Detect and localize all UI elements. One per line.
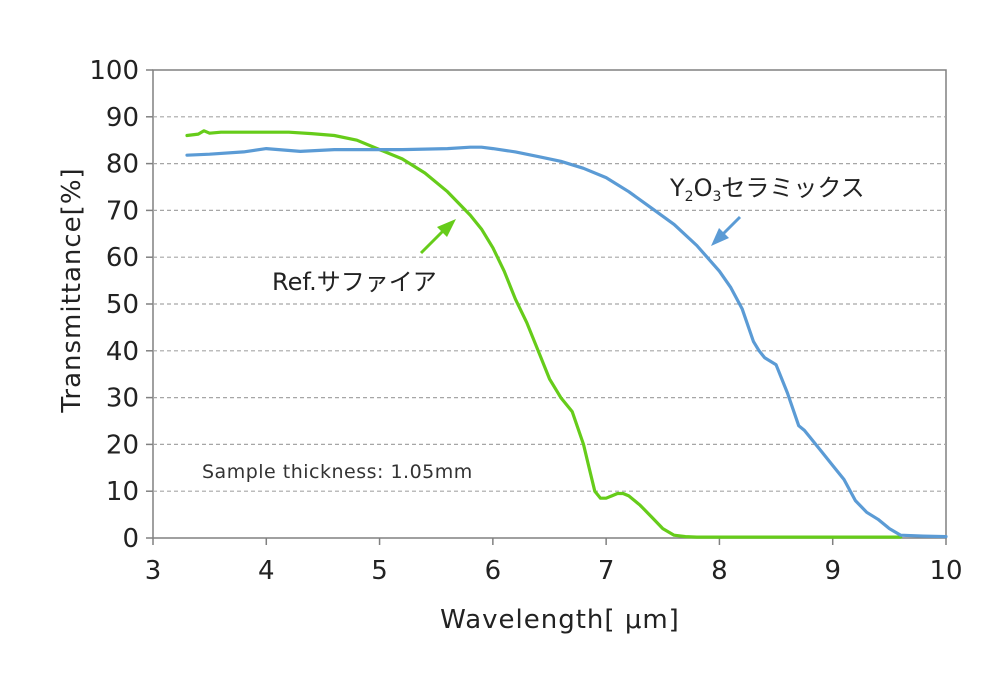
y-tick-label-90: 90 [106,103,139,133]
x-tick-label-10: 10 [929,556,962,586]
y-tick-label-70: 70 [106,196,139,226]
y2o3-label-sub1: 2 [685,189,694,205]
y-tick-label-30: 30 [106,384,139,414]
sample-thickness-note: Sample thickness: 1.05mm [202,461,473,483]
y2o3-label: Y2O3セラミックス [669,174,865,205]
y2o3-label-tail: セラミックス [721,174,864,202]
x-tick-label-3: 3 [145,556,162,586]
y-tick-label-50: 50 [106,290,139,320]
series-lines [185,129,948,539]
y-axis-title: Transmittance[%] [57,167,87,413]
y-tick-label-20: 20 [106,430,139,460]
sapphire-label: Ref.サファイア [272,268,437,296]
series-line-sapphire [185,129,903,539]
x-tick-label-9: 9 [824,556,841,586]
y-tick-label-80: 80 [106,150,139,180]
y2o3-label-o: O [694,174,713,202]
x-tick-label-4: 4 [258,556,275,586]
y-tick-label-40: 40 [106,337,139,367]
x-axis-title: Wavelength[ μm] [440,605,680,635]
x-tick-label-7: 7 [598,556,615,586]
y2o3-label-y: Y [669,174,685,202]
series-line-y2o3 [185,145,948,539]
y-tick-label-0: 0 [122,524,139,554]
x-tick-label-5: 5 [371,556,388,586]
y2o3-arrow [711,215,742,246]
x-tick-label-8: 8 [711,556,728,586]
y-tick-label-100: 100 [89,56,139,86]
y-tick-label-10: 10 [106,477,139,507]
x-tick-label-6: 6 [485,556,502,586]
y-tick-label-60: 60 [106,243,139,273]
sapphire-arrow [419,219,456,255]
y2o3-label-sub2: 3 [712,189,721,205]
y-ticks: 0 10 20 30 40 50 60 70 80 90 100 [89,56,153,554]
x-ticks: 3 4 5 6 7 8 9 10 [145,538,963,586]
